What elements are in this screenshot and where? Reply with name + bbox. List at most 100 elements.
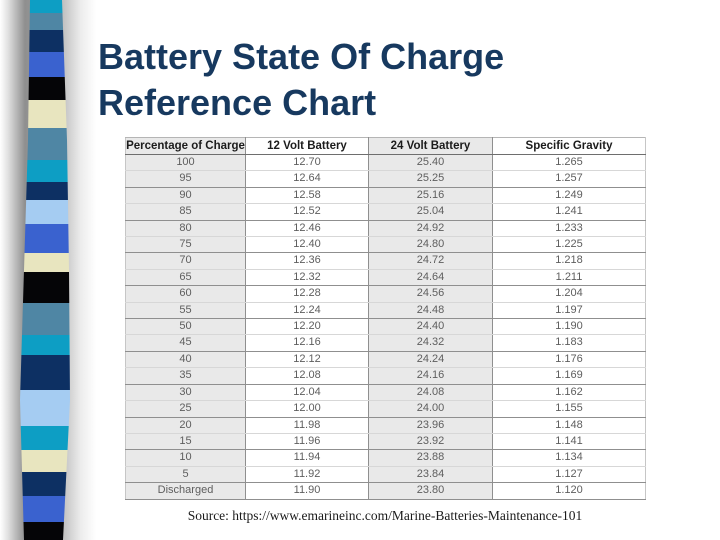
- table-cell: 5: [125, 466, 246, 484]
- table-cell: 25.04: [368, 203, 493, 221]
- table-cell: 75: [125, 236, 246, 254]
- table-cell: 1.141: [492, 433, 646, 451]
- table-cell: 12.24: [245, 302, 369, 320]
- slide-title-line1: Battery State Of Charge: [98, 36, 505, 77]
- table-cell: 1.148: [492, 417, 646, 434]
- ribbon-block: [20, 522, 70, 540]
- table-row: 85 12.52 25.04 1.241: [125, 203, 646, 221]
- soc-table-container: Percentage of Charge 12 Volt Battery 24 Vo…: [125, 137, 646, 500]
- table-cell: 12.32: [245, 269, 369, 287]
- table-row: Discharged 11.90 23.80 1.120: [125, 482, 646, 500]
- table-row: 55 12.24 24.48 1.197: [125, 302, 646, 320]
- table-cell: 12.40: [245, 236, 369, 254]
- table-cell: 70: [125, 252, 246, 270]
- table-cell: 1.127: [492, 466, 646, 484]
- table-cell: 30: [125, 384, 246, 402]
- ribbon-block: [20, 224, 70, 253]
- soc-table-body: 100 12.70 25.40 1.265 95 12.64 25.25 1.257 90 12.…: [125, 154, 646, 500]
- table-cell: 12.28: [245, 285, 369, 303]
- table-row: 75 12.40 24.80 1.225: [125, 236, 646, 254]
- table-cell: 23.80: [368, 482, 493, 500]
- table-cell: 12.04: [245, 384, 369, 402]
- column-header: Specific Gravity: [492, 137, 646, 155]
- ribbon-block: [20, 335, 70, 355]
- ribbon-block: [20, 355, 70, 390]
- table-cell: 11.90: [245, 482, 369, 500]
- ribbon-block: [20, 200, 70, 224]
- table-cell: 1.249: [492, 187, 646, 205]
- table-cell: 1.190: [492, 318, 646, 336]
- table-cell: 12.64: [245, 170, 369, 188]
- table-cell: 1.162: [492, 384, 646, 402]
- table-cell: 24.64: [368, 269, 493, 287]
- table-row: 35 12.08 24.16 1.169: [125, 367, 646, 385]
- table-cell: 25.40: [368, 154, 493, 172]
- table-cell: 1.211: [492, 269, 646, 287]
- ribbon-block: [20, 182, 70, 200]
- table-cell: 11.92: [245, 466, 369, 484]
- table-cell: 24.16: [368, 367, 493, 385]
- ribbon-block: [20, 472, 70, 496]
- table-cell: 100: [125, 154, 246, 172]
- table-row: 20 11.98 23.96 1.148: [125, 417, 646, 434]
- table-cell: 1.176: [492, 351, 646, 369]
- slide-title: Battery State Of Charge Reference Chart: [98, 34, 504, 126]
- table-cell: 11.96: [245, 433, 369, 451]
- table-cell: 85: [125, 203, 246, 221]
- table-row: 10 11.94 23.88 1.134: [125, 449, 646, 467]
- table-cell: 11.94: [245, 449, 369, 467]
- table-cell: 80: [125, 220, 246, 238]
- table-cell: 1.225: [492, 236, 646, 254]
- table-cell: 90: [125, 187, 246, 205]
- table-cell: 24.92: [368, 220, 493, 238]
- table-cell: 24.72: [368, 252, 493, 270]
- table-row: 50 12.20 24.40 1.190: [125, 318, 646, 336]
- table-cell: 20: [125, 417, 246, 434]
- ribbon-block: [20, 426, 70, 450]
- table-cell: 95: [125, 170, 246, 188]
- table-cell: 65: [125, 269, 246, 287]
- ribbon-block: [20, 496, 70, 522]
- column-header: 12 Volt Battery: [245, 137, 369, 155]
- table-cell: 35: [125, 367, 246, 385]
- column-header: Percentage of Charge: [125, 137, 246, 155]
- table-cell: 23.92: [368, 433, 493, 451]
- table-cell: 24.40: [368, 318, 493, 336]
- table-cell: 12.36: [245, 252, 369, 270]
- table-cell: 1.197: [492, 302, 646, 320]
- table-cell: 12.12: [245, 351, 369, 369]
- table-row: 45 12.16 24.32 1.183: [125, 334, 646, 352]
- table-cell: 1.265: [492, 154, 646, 172]
- table-cell: 24.24: [368, 351, 493, 369]
- table-cell: 1.169: [492, 367, 646, 385]
- table-row: 25 12.00 24.00 1.155: [125, 400, 646, 418]
- table-cell: 25: [125, 400, 246, 418]
- table-cell: 1.134: [492, 449, 646, 467]
- table-cell: 24.80: [368, 236, 493, 254]
- table-cell: 12.58: [245, 187, 369, 205]
- table-cell: 10: [125, 449, 246, 467]
- table-cell: 1.155: [492, 400, 646, 418]
- table-cell: 15: [125, 433, 246, 451]
- table-row: 65 12.32 24.64 1.211: [125, 269, 646, 287]
- ribbon-block: [20, 13, 70, 30]
- table-cell: 1.204: [492, 285, 646, 303]
- table-row: 90 12.58 25.16 1.249: [125, 187, 646, 205]
- ribbon-block: [20, 77, 70, 100]
- table-cell: 1.218: [492, 252, 646, 270]
- table-row: 15 11.96 23.92 1.141: [125, 433, 646, 451]
- table-cell: 11.98: [245, 417, 369, 434]
- table-cell: 45: [125, 334, 246, 352]
- table-row: 70 12.36 24.72 1.218: [125, 252, 646, 270]
- table-cell: 23.96: [368, 417, 493, 434]
- ribbon-block: [20, 390, 70, 426]
- table-cell: 12.16: [245, 334, 369, 352]
- table-cell: 24.08: [368, 384, 493, 402]
- table-cell: 23.88: [368, 449, 493, 467]
- table-row: 100 12.70 25.40 1.265: [125, 154, 646, 172]
- column-header: 24 Volt Battery: [368, 137, 493, 155]
- table-row: 40 12.12 24.24 1.176: [125, 351, 646, 369]
- source-citation: Source: https://www.emarineinc.com/Marin…: [187, 508, 583, 523]
- table-cell: 1.233: [492, 220, 646, 238]
- table-row: 95 12.64 25.25 1.257: [125, 170, 646, 188]
